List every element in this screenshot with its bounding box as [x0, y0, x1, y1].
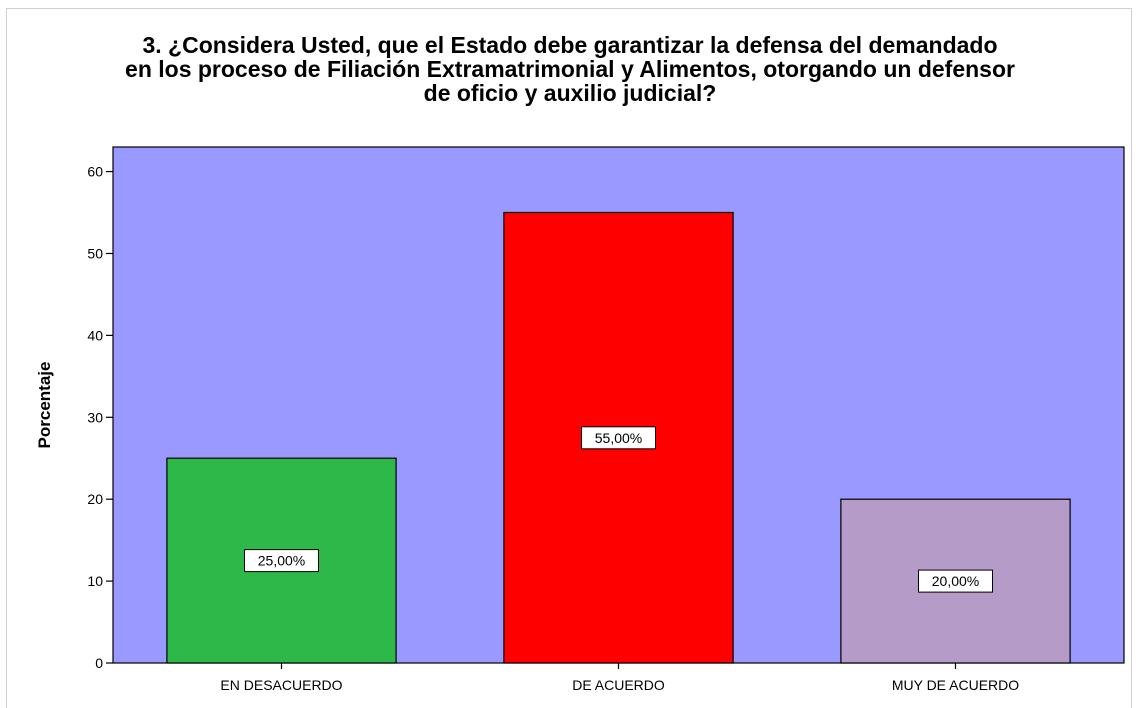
chart-title: 3. ¿Considera Usted, que el Estado debe …	[20, 33, 1120, 105]
x-axis: EN DESACUERDO DE ACUERDO MUY DE ACUERDO	[220, 663, 1019, 693]
data-label-box	[244, 549, 319, 573]
data-label: 20,00%	[918, 569, 993, 593]
data-label-box	[581, 426, 656, 450]
data-label-text: 20,00%	[932, 573, 979, 589]
chart-title-line-1: 3. ¿Considera Usted, que el Estado debe …	[142, 32, 998, 58]
x-category-label: DE ACUERDO	[572, 677, 665, 693]
data-label-text: 25,00%	[258, 553, 305, 569]
y-tick-label: 30	[87, 409, 103, 425]
y-tick-label: 0	[95, 655, 103, 671]
y-tick-label: 60	[87, 164, 103, 180]
data-label-box	[918, 569, 993, 593]
y-tick-label: 10	[87, 573, 103, 589]
data-label: 25,00%	[244, 549, 319, 573]
y-axis: 0 10 20 30 40 50 60	[87, 164, 113, 671]
data-labels-layer: 25,00% 55,00% 20,00%	[244, 426, 993, 593]
data-label-text: 55,00%	[595, 430, 642, 446]
y-tick-label: 40	[87, 327, 103, 343]
chart-frame	[6, 8, 1132, 708]
y-tick-label: 20	[87, 491, 103, 507]
chart-title-line-3: de oficio y auxilio judicial?	[423, 80, 717, 106]
y-tick-label: 50	[87, 245, 103, 261]
y-axis-label: Porcentaje	[35, 362, 54, 449]
chart-title-line-2: en los proceso de Filiación Extramatrimo…	[125, 56, 1015, 82]
data-label: 55,00%	[581, 426, 656, 450]
x-category-label: MUY DE ACUERDO	[892, 677, 1019, 693]
x-category-label: EN DESACUERDO	[220, 677, 342, 693]
